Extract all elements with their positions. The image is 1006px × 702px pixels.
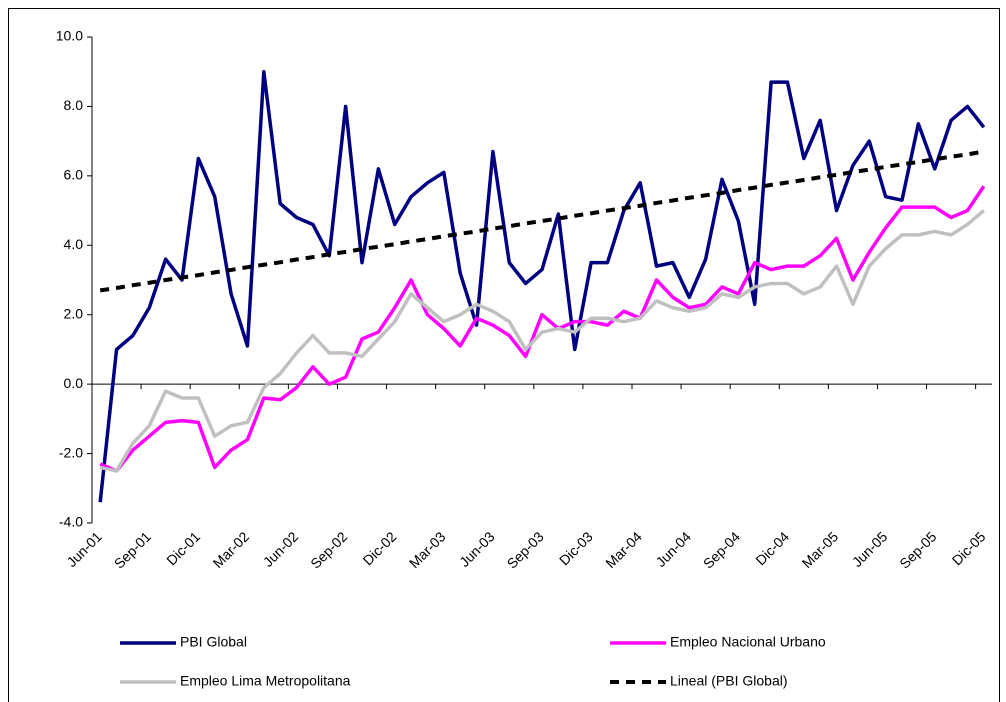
x-tick-label: Dic-02 <box>360 528 400 568</box>
x-tick-label: Jun-01 <box>63 528 105 570</box>
x-tick-label: Mar-03 <box>406 528 449 571</box>
x-tick-label: Sep-04 <box>700 528 743 571</box>
x-tick-label: Mar-02 <box>210 528 253 571</box>
x-tick-label: Mar-04 <box>602 528 645 571</box>
series-line <box>98 69 986 503</box>
y-tick-label: 8.0 <box>64 97 84 113</box>
y-tick-label: 6.0 <box>64 167 84 183</box>
y-tick-label: 10.0 <box>56 28 83 44</box>
legend-label: Empleo Lima Metropolitana <box>180 673 351 689</box>
x-tick-label: Sep-03 <box>503 528 546 571</box>
x-tick-label: Jun-04 <box>652 528 694 570</box>
x-tick-label: Dic-03 <box>556 528 596 568</box>
x-tick-label: Sep-02 <box>307 528 350 571</box>
y-tick-label: -4.0 <box>59 514 83 530</box>
x-tick-label: Dic-04 <box>752 528 792 568</box>
x-tick-label: Jun-03 <box>456 528 498 570</box>
series-line <box>99 149 985 293</box>
y-tick-label: 0.0 <box>64 375 84 391</box>
x-tick-label: Jun-05 <box>849 528 891 570</box>
x-tick-label: Dic-05 <box>949 528 989 568</box>
chart-frame <box>8 8 1000 702</box>
series-line <box>99 185 986 473</box>
x-tick-label: Jun-02 <box>260 528 302 570</box>
x-tick-label: Sep-01 <box>111 528 154 571</box>
x-tick-label: Dic-01 <box>163 528 203 568</box>
y-tick-label: 2.0 <box>64 305 84 321</box>
legend-label: PBI Global <box>180 634 247 650</box>
x-tick-label: Sep-05 <box>896 528 939 571</box>
y-tick-label: -2.0 <box>59 444 83 460</box>
y-tick-label: 4.0 <box>64 236 84 252</box>
legend-label: Empleo Nacional Urbano <box>670 634 826 650</box>
x-tick-label: Mar-05 <box>799 528 842 571</box>
legend-label: Lineal (PBI Global) <box>670 673 788 689</box>
series-line <box>99 209 985 473</box>
